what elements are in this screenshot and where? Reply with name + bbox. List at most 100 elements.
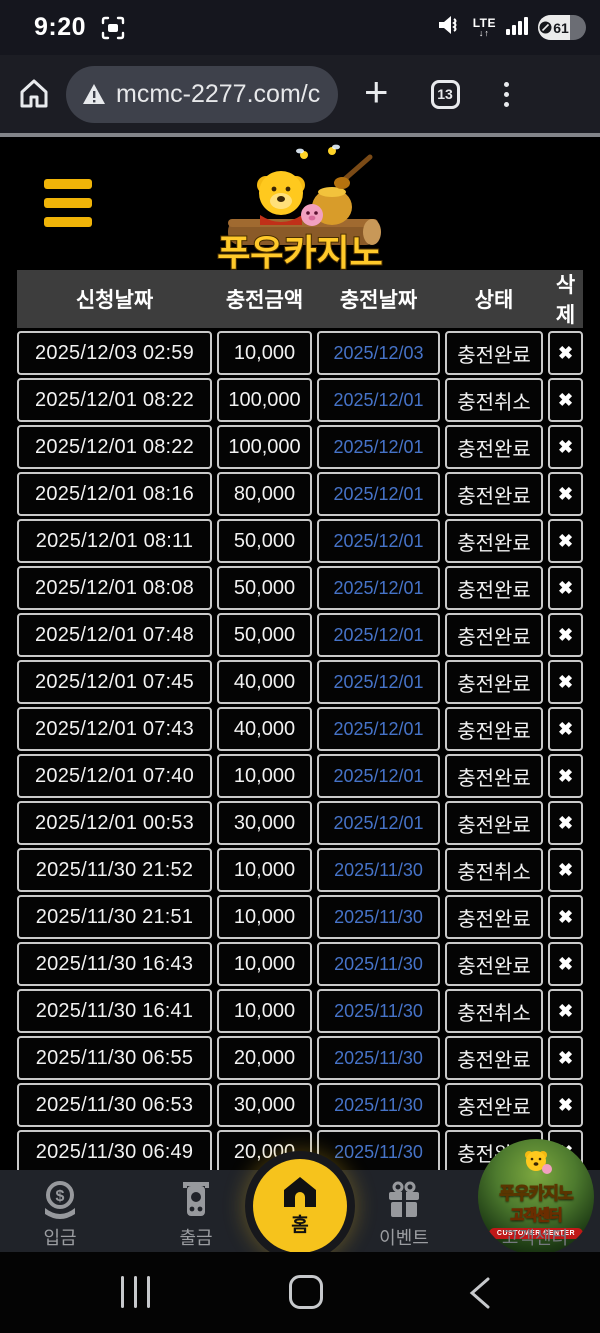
request-date-cell: 2025/12/03 02:59	[17, 331, 212, 375]
status-cell: 충전완료	[445, 895, 543, 939]
request-date-cell: 2025/12/01 07:43	[17, 707, 212, 751]
nav-home[interactable]: 홈	[253, 1159, 347, 1253]
url-bar[interactable]: mcmc-2277.com/c	[66, 65, 338, 123]
delete-button[interactable]: ✖	[548, 801, 583, 845]
charge-date-cell: 2025/12/01	[317, 801, 440, 845]
menu-icon[interactable]	[44, 179, 92, 227]
request-date-cell: 2025/12/01 07:45	[17, 660, 212, 704]
table-row: 2025/12/01 07:40 10,000 2025/12/01 충전완료 …	[17, 754, 583, 798]
gift-icon	[389, 1181, 419, 1217]
request-date-cell: 2025/12/01 08:11	[17, 519, 212, 563]
badge-title: 푸우카지노	[499, 1184, 574, 1204]
url-text: mcmc-2277.com/c	[116, 79, 321, 108]
charge-date-cell: 2025/12/03	[317, 331, 440, 375]
nav-deposit[interactable]: $ 입금	[5, 1170, 115, 1250]
delete-button[interactable]: ✖	[548, 519, 583, 563]
amount-cell: 50,000	[217, 519, 312, 563]
security-warning-icon	[83, 84, 105, 104]
new-tab-icon[interactable]: +	[364, 68, 389, 115]
charge-date-cell: 2025/11/30	[317, 989, 440, 1033]
status-cell: 충전완료	[445, 519, 543, 563]
browser-home-icon[interactable]	[16, 77, 52, 111]
delete-button[interactable]: ✖	[548, 895, 583, 939]
col-status: 상태	[474, 289, 514, 312]
status-cell: 충전완료	[445, 754, 543, 798]
charge-date-cell: 2025/12/01	[317, 613, 440, 657]
table-row: 2025/11/30 21:52 10,000 2025/11/30 충전취소 …	[17, 848, 583, 892]
delete-button[interactable]: ✖	[548, 660, 583, 704]
table-row: 2025/11/30 16:43 10,000 2025/11/30 충전완료 …	[17, 942, 583, 986]
charge-date-cell: 2025/12/01	[317, 472, 440, 516]
charge-date-cell: 2025/11/30	[317, 1083, 440, 1127]
lte-icon: LTE ↓↑	[472, 16, 496, 38]
charge-date-cell: 2025/12/01	[317, 566, 440, 610]
home-icon	[284, 1177, 316, 1207]
signal-icon	[505, 13, 529, 42]
delete-button[interactable]: ✖	[548, 1036, 583, 1080]
delete-button[interactable]: ✖	[548, 378, 583, 422]
battery-percent: 61	[553, 19, 569, 36]
request-date-cell: 2025/11/30 06:49	[17, 1130, 212, 1174]
request-date-cell: 2025/12/01 07:40	[17, 754, 212, 798]
status-cell: 충전완료	[445, 1083, 543, 1127]
request-date-cell: 2025/11/30 06:55	[17, 1036, 212, 1080]
delete-button[interactable]: ✖	[548, 754, 583, 798]
table-row: 2025/11/30 21:51 10,000 2025/11/30 충전완료 …	[17, 895, 583, 939]
delete-button[interactable]: ✖	[548, 425, 583, 469]
browser-menu-icon[interactable]	[503, 81, 509, 107]
tab-switcher[interactable]: 13	[430, 79, 460, 109]
table-row: 2025/12/03 02:59 10,000 2025/12/03 충전완료 …	[17, 331, 583, 375]
site-header: 푸우카지노	[0, 137, 600, 274]
amount-cell: 100,000	[217, 378, 312, 422]
amount-cell: 40,000	[217, 660, 312, 704]
request-date-cell: 2025/11/30 16:43	[17, 942, 212, 986]
android-back-icon[interactable]	[466, 1276, 492, 1315]
delete-button[interactable]: ✖	[548, 848, 583, 892]
android-recents-icon[interactable]	[121, 1276, 150, 1308]
table-row: 2025/12/01 07:43 40,000 2025/12/01 충전완료 …	[17, 707, 583, 751]
charge-date-cell: 2025/12/01	[317, 519, 440, 563]
android-home-icon[interactable]	[289, 1275, 323, 1309]
charge-date-cell: 2025/11/30	[317, 942, 440, 986]
delete-button[interactable]: ✖	[548, 613, 583, 657]
amount-cell: 50,000	[217, 613, 312, 657]
nav-withdraw[interactable]: 출금	[141, 1170, 251, 1250]
delete-button[interactable]: ✖	[548, 1083, 583, 1127]
table-row: 2025/12/01 00:53 30,000 2025/12/01 충전완료 …	[17, 801, 583, 845]
request-date-cell: 2025/11/30 16:41	[17, 989, 212, 1033]
delete-button[interactable]: ✖	[548, 942, 583, 986]
android-nav-bar	[0, 1252, 600, 1333]
delete-button[interactable]: ✖	[548, 566, 583, 610]
badge-banner: CUSTOMER CENTER	[488, 1228, 584, 1239]
delete-button[interactable]: ✖	[548, 989, 583, 1033]
mute-icon	[437, 13, 464, 42]
charge-date-cell: 2025/12/01	[317, 754, 440, 798]
screenshot-icon	[100, 15, 126, 41]
col-charge-date: 충전날짜	[339, 289, 418, 312]
site-logo[interactable]: 푸우카지노	[200, 141, 400, 276]
table-row: 2025/11/30 16:41 10,000 2025/11/30 충전취소 …	[17, 989, 583, 1033]
coin-deposit-icon: $	[45, 1181, 75, 1219]
table-row: 2025/12/01 07:48 50,000 2025/12/01 충전완료 …	[17, 613, 583, 657]
status-cell: 충전완료	[445, 566, 543, 610]
nav-support-label[interactable]: 고객센터	[501, 1228, 569, 1248]
toolbar-divider	[0, 133, 600, 137]
charge-date-cell: 2025/12/01	[317, 660, 440, 704]
amount-cell: 30,000	[217, 801, 312, 845]
amount-cell: 40,000	[217, 707, 312, 751]
nav-home-label: 홈	[291, 1215, 309, 1236]
table-row: 2025/11/30 06:53 30,000 2025/11/30 충전완료 …	[17, 1083, 583, 1127]
amount-cell: 30,000	[217, 1083, 312, 1127]
amount-cell: 10,000	[217, 848, 312, 892]
delete-button[interactable]: ✖	[548, 707, 583, 751]
delete-button[interactable]: ✖	[548, 472, 583, 516]
request-date-cell: 2025/11/30 21:51	[17, 895, 212, 939]
amount-cell: 10,000	[217, 754, 312, 798]
charge-history-table: 신청날짜 충전금액 충전날짜 상태 삭제 2025/12/03 02:59 10…	[17, 270, 583, 1174]
col-request-date: 신청날짜	[75, 289, 154, 312]
table-row: 2025/11/30 06:55 20,000 2025/11/30 충전완료 …	[17, 1036, 583, 1080]
delete-button[interactable]: ✖	[548, 331, 583, 375]
nav-event[interactable]: 이벤트	[349, 1170, 459, 1250]
charge-date-cell: 2025/11/30	[317, 1036, 440, 1080]
customer-center-badge[interactable]: 푸우카지노 고객센터 CUSTOMER CENTER	[478, 1139, 594, 1255]
